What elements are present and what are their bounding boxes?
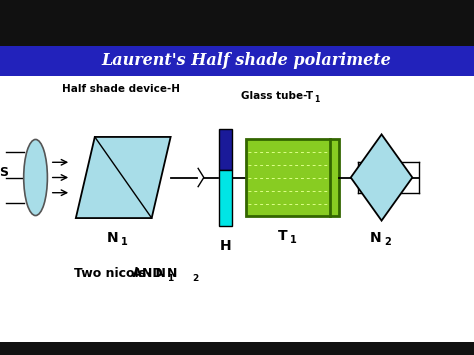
- Text: 1: 1: [121, 237, 128, 247]
- Bar: [246, 140, 339, 215]
- Bar: [219, 170, 232, 226]
- Text: N: N: [107, 231, 118, 245]
- Bar: [0, 342, 474, 355]
- Polygon shape: [76, 137, 171, 218]
- Text: Glass tube-T: Glass tube-T: [241, 91, 313, 101]
- Text: Laurent's Half shade polarimete: Laurent's Half shade polarimete: [101, 52, 392, 69]
- Bar: [0, 46, 474, 76]
- Text: 1: 1: [314, 95, 319, 104]
- Text: AND N: AND N: [128, 267, 178, 280]
- Text: Half shade device-H: Half shade device-H: [62, 84, 180, 94]
- Bar: [219, 129, 232, 170]
- Text: 2: 2: [384, 237, 391, 247]
- Text: Two nicols- N: Two nicols- N: [74, 267, 166, 280]
- Polygon shape: [351, 135, 412, 220]
- Text: H: H: [220, 239, 231, 253]
- Text: 1: 1: [290, 235, 297, 245]
- Text: S: S: [0, 166, 8, 179]
- Text: T: T: [278, 229, 288, 243]
- Text: 1: 1: [167, 274, 173, 283]
- Bar: [0, 46, 474, 342]
- Bar: [0, 0, 474, 46]
- Text: N: N: [370, 231, 382, 245]
- Ellipse shape: [24, 140, 47, 215]
- Text: 2: 2: [192, 274, 198, 283]
